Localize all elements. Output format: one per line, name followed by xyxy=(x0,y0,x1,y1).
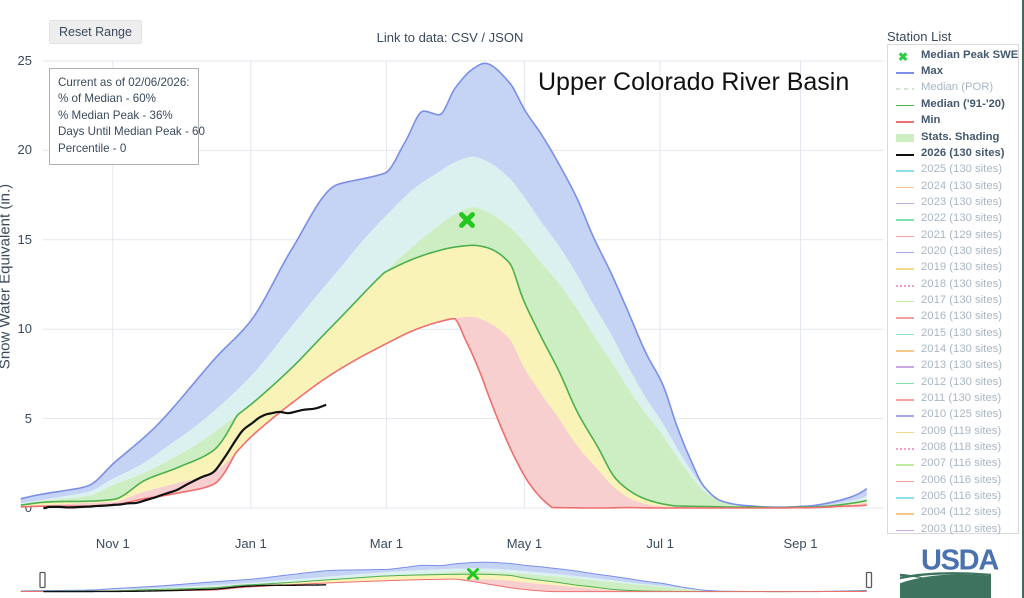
svg-text:Jan 1: Jan 1 xyxy=(235,536,267,551)
svg-text:Sep 1: Sep 1 xyxy=(784,536,818,551)
svg-text:Nov 1: Nov 1 xyxy=(96,536,130,551)
svg-text:10: 10 xyxy=(18,321,32,336)
svg-text:May 1: May 1 xyxy=(507,536,542,551)
svg-text:Jul 1: Jul 1 xyxy=(646,536,673,551)
svg-text:Mar 1: Mar 1 xyxy=(370,536,403,551)
svg-text:5: 5 xyxy=(25,411,32,426)
svg-text:USDA: USDA xyxy=(921,545,999,577)
svg-text:20: 20 xyxy=(18,142,32,157)
svg-text:25: 25 xyxy=(18,53,32,68)
svg-text:15: 15 xyxy=(18,232,32,247)
